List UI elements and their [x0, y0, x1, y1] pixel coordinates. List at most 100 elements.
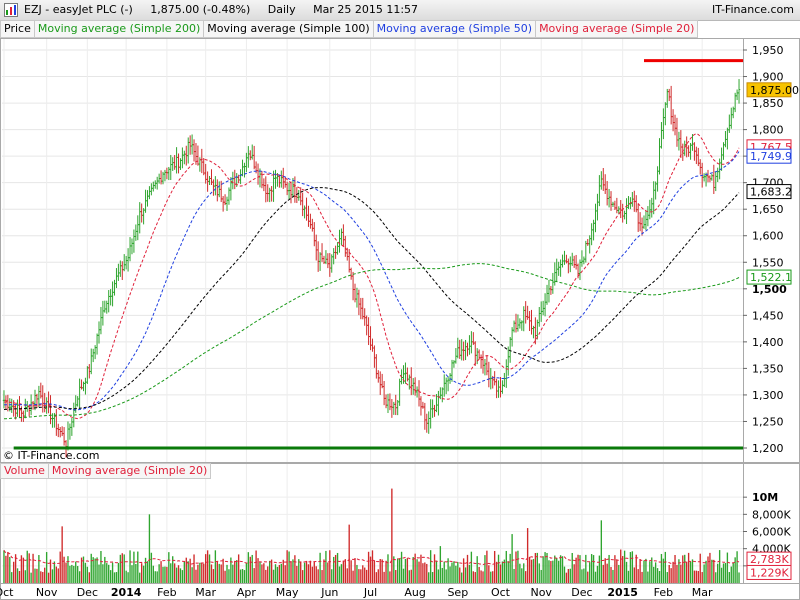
time-axis-label: Dec: [77, 586, 98, 599]
volume-bar: [133, 551, 135, 583]
volume-ma-badge-text: 2,783K: [750, 553, 789, 566]
volume-bar: [34, 568, 36, 583]
volume-bar: [189, 558, 191, 583]
volume-bar: [420, 554, 422, 583]
volume-bar: [224, 570, 226, 583]
volume-bar: [5, 555, 7, 583]
volume-bar: [160, 561, 162, 583]
volume-bar: [88, 572, 90, 583]
time-axis-label: Dec: [571, 586, 592, 599]
volume-bar: [587, 571, 589, 583]
volume-bar: [567, 569, 570, 583]
volume-bar: [274, 564, 277, 583]
legend-volume[interactable]: Volume: [0, 463, 49, 479]
volume-bar: [422, 563, 424, 583]
volume-bar: [358, 569, 360, 583]
volume-bar: [726, 552, 729, 583]
volume-bar: [286, 550, 288, 583]
volume-bar: [653, 566, 655, 583]
volume-bar: [736, 551, 738, 583]
volume-bar: [276, 566, 279, 583]
price-legend: Price Moving average (Simple 200) Moving…: [0, 20, 744, 38]
price-tick-label: 1,350: [752, 362, 784, 375]
time-axis-label: Jun: [320, 586, 338, 599]
volume-bar: [656, 568, 659, 583]
volume-bar: [457, 561, 459, 583]
volume-bar: [672, 561, 674, 583]
volume-bar: [270, 559, 273, 583]
volume-bar: [381, 559, 383, 583]
volume-bar: [140, 563, 143, 583]
volume-bar: [170, 563, 172, 583]
ma-value-badge-50-box: [746, 148, 792, 164]
volume-bar: [356, 564, 358, 583]
volume-bar: [354, 558, 356, 583]
last-volume-badge-text: 1,229K: [750, 566, 789, 579]
volume-bar: [383, 571, 385, 583]
volume-bar: [36, 568, 38, 583]
volume-bar: [734, 557, 736, 583]
price-tick-label: 1,650: [752, 203, 784, 216]
last-volume-badge-box: [746, 564, 792, 580]
volume-bar: [86, 566, 89, 583]
volume-bar: [360, 569, 362, 583]
volume-bar: [28, 553, 30, 583]
ma-value-badge-100-text: 1,683.2: [750, 186, 792, 199]
volume-bar: [154, 571, 156, 583]
volume-bar: [267, 566, 269, 583]
volume-bar: [191, 567, 193, 583]
volume-bar: [63, 556, 65, 583]
volume-bar: [257, 558, 259, 583]
volume-bar: [247, 552, 250, 583]
volume-bar: [90, 553, 92, 583]
volume-bar: [538, 563, 540, 583]
volume-bar: [100, 551, 102, 583]
ma-line-100: [3, 187, 740, 410]
volume-bar: [42, 571, 44, 583]
volume-bar: [232, 564, 234, 583]
volume-bar: [156, 571, 158, 583]
volume-bar: [387, 554, 389, 583]
volume-bar: [104, 556, 106, 583]
volume-bar: [385, 560, 387, 583]
volume-bar: [709, 552, 711, 583]
volume-bar: [216, 561, 218, 583]
volume-bar: [404, 558, 407, 583]
volume-bar: [115, 572, 118, 583]
volume-bar: [292, 559, 294, 583]
volume-bar: [389, 571, 391, 583]
volume-bar: [670, 568, 672, 583]
volume-bar: [365, 569, 368, 583]
volume-bar: [166, 566, 168, 583]
volume-bar: [309, 560, 312, 583]
volume-bar: [208, 554, 211, 583]
volume-bar: [738, 572, 740, 583]
volume-bar: [662, 558, 665, 583]
volume-bar: [73, 565, 75, 583]
volume-bar: [410, 569, 412, 583]
volume-bar: [78, 571, 81, 583]
volume-bar: [237, 554, 240, 583]
volume-bar: [503, 559, 506, 583]
legend-ma-100[interactable]: Moving average (Simple 100): [203, 20, 374, 38]
legend-ma-200[interactable]: Moving average (Simple 200): [33, 20, 205, 38]
volume-bar: [98, 564, 100, 583]
volume-bar: [259, 562, 261, 583]
volume-bar: [684, 554, 686, 583]
volume-bar: [668, 564, 670, 583]
volume-bar: [185, 557, 187, 583]
legend-ma-20[interactable]: Moving average (Simple 20): [535, 20, 699, 38]
volume-ma-line: [3, 550, 740, 566]
volume-bar: [418, 561, 420, 583]
volume-bar: [348, 524, 350, 583]
volume-bar: [526, 528, 529, 583]
volume-bar: [600, 520, 603, 583]
legend-ma-50[interactable]: Moving average (Simple 50): [372, 20, 537, 38]
ma-value-badge-200: 1,522.1: [746, 269, 792, 285]
ma-value-badge-200-box: [746, 269, 792, 285]
price-tick-label: 1,400: [752, 336, 784, 349]
legend-volume-ma-20[interactable]: Moving average (Simple 20): [47, 463, 212, 479]
volume-bar: [395, 570, 397, 583]
volume-bar: [676, 564, 678, 583]
